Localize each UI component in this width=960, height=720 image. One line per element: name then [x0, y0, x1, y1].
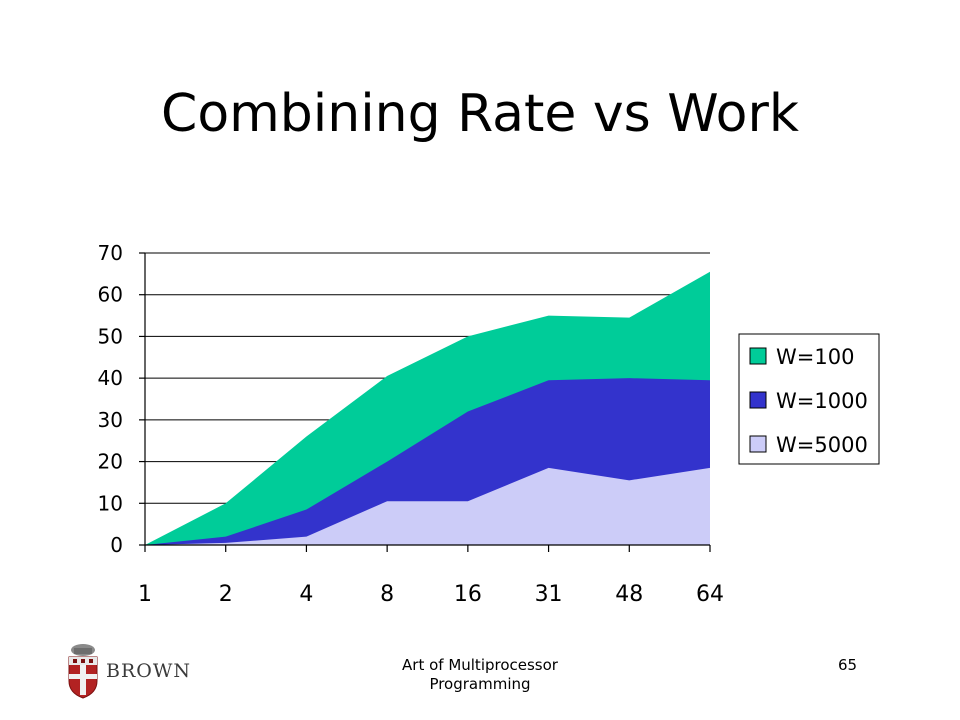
x-tick-label-48: 48 [615, 582, 643, 607]
x-tick-label-2: 2 [219, 582, 233, 607]
page-number: 65 [838, 656, 858, 674]
y-tick-label-0: 0 [110, 533, 123, 557]
legend-swatch-w-1000 [749, 391, 767, 409]
footer-text: Art of Multiprocessor Programming [402, 656, 558, 693]
y-tick-label-30: 30 [98, 408, 123, 432]
x-tick-label-8: 8 [380, 582, 394, 607]
y-tick-label-50: 50 [98, 324, 123, 348]
legend-label-w-5000: W=5000 [776, 433, 868, 457]
x-tick-label-16: 16 [454, 582, 482, 607]
brown-wordmark: BROWN [106, 660, 191, 682]
legend-swatch-w-100 [749, 347, 767, 365]
brown-shield-icon [68, 644, 98, 699]
legend-swatch-w-5000 [749, 435, 767, 453]
area-series-w-5000 [145, 467, 710, 545]
y-tick-label-20: 20 [98, 450, 123, 474]
x-tick-label-31: 31 [535, 582, 563, 607]
y-tick-label-40: 40 [98, 366, 123, 390]
x-tick-label-1: 1 [138, 582, 152, 607]
legend-label-w-100: W=100 [776, 345, 854, 369]
legend-label-w-1000: W=1000 [776, 389, 868, 413]
y-tick-label-10: 10 [98, 491, 123, 515]
brown-logo: BROWN [66, 643, 191, 699]
y-tick-label-60: 60 [98, 283, 123, 307]
slide-title: Combining Rate vs Work [161, 84, 799, 144]
x-tick-label-64: 64 [696, 582, 724, 607]
x-tick-label-4: 4 [299, 582, 313, 607]
y-tick-label-70: 70 [98, 241, 123, 265]
